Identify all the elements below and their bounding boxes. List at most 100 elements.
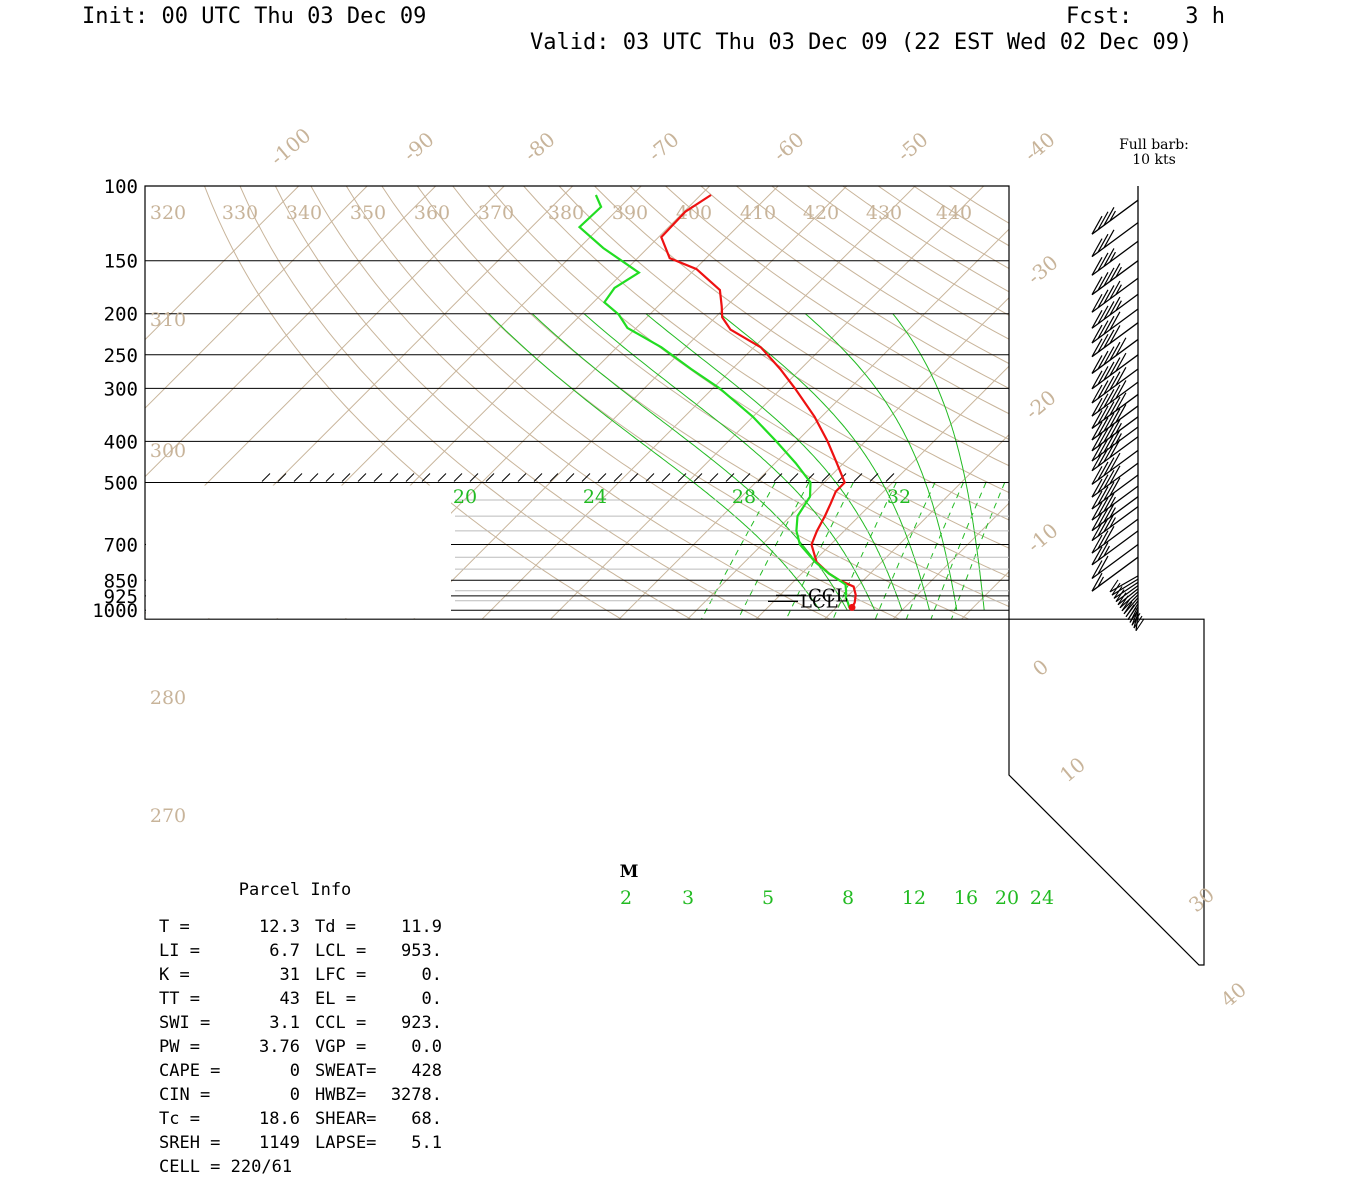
- wind-barb-feather: [1097, 252, 1109, 272]
- wind-barb-feather: [1103, 545, 1110, 557]
- wind-barb: [1091, 338, 1139, 374]
- parcel-info-key: PW =: [159, 1037, 200, 1057]
- parcel-info-value: 68.: [411, 1109, 442, 1129]
- theta-label: 320: [150, 202, 186, 224]
- wind-barb: [1091, 518, 1139, 554]
- wind-barb-feather: [1111, 582, 1121, 596]
- parcel-info-value: 923.: [401, 1013, 442, 1033]
- barb-legend-line1: Full barb:: [1119, 137, 1189, 153]
- theta-label: 370: [478, 202, 514, 224]
- barb-legend: Full barb: 10 kts: [1100, 138, 1208, 168]
- parcel-marker: M: [620, 862, 639, 882]
- barb-legend-line2: 10 kts: [1132, 152, 1176, 168]
- hatch-mark: [613, 473, 623, 482]
- mixing-ratio-line: [701, 482, 776, 620]
- parcel-info-value: 0.: [422, 965, 442, 985]
- mixing-ratio-label: 5: [762, 887, 774, 909]
- wind-barb: [1091, 485, 1139, 521]
- hatch-mark: [773, 473, 783, 482]
- wind-barb: [1091, 199, 1139, 235]
- wind-barb-feather: [1103, 443, 1115, 463]
- parcel-info-value: 18.6: [259, 1109, 300, 1129]
- isotherm-line: [550, 186, 985, 620]
- dry-adiabat-line: [665, 186, 1205, 620]
- dry-adiabat-line: [274, 186, 761, 620]
- wind-barb-feather: [1115, 367, 1127, 386]
- wind-barb-low: [1109, 575, 1139, 593]
- wind-barb: [1091, 416, 1139, 452]
- wind-barb-feather: [1097, 380, 1109, 399]
- hatch-mark: [293, 473, 303, 482]
- parcel-info-value: 5.1: [411, 1133, 442, 1153]
- isotherm-line: [481, 186, 916, 620]
- parcel-info-value: 12.3: [259, 917, 300, 937]
- wind-barb-feather: [1109, 251, 1116, 263]
- hatch-mark: [437, 473, 447, 482]
- wind-barb: [1091, 436, 1139, 472]
- wind-barb: [1091, 308, 1139, 344]
- pressure-label: 850: [104, 570, 138, 592]
- wind-barb-feather: [1109, 311, 1121, 331]
- wind-barb-feather: [1115, 300, 1122, 311]
- wind-barb: [1091, 530, 1139, 566]
- parcel-info-value: 0.0: [411, 1037, 442, 1057]
- parcel-info-panel: [146, 485, 451, 619]
- hatch-mark: [597, 473, 607, 482]
- isotherm-line: [1098, 186, 1205, 620]
- parcel-info-key: K =: [159, 965, 190, 985]
- wind-barb-feather: [1115, 403, 1127, 423]
- hatch-mark: [549, 473, 559, 482]
- isotherm-label: 10: [1055, 752, 1090, 787]
- theta-label: 340: [286, 202, 322, 224]
- hatch-mark: [533, 473, 543, 482]
- isotherm-label: -60: [768, 127, 808, 166]
- dry-adiabat-line: [487, 186, 1178, 620]
- wind-barb-feather: [1091, 370, 1103, 390]
- hatch-mark: [373, 473, 383, 482]
- isotherm-label: -100: [266, 123, 316, 170]
- wind-barb-feather: [1097, 576, 1105, 588]
- hatch-mark: [869, 473, 879, 482]
- hatch-mark: [821, 473, 831, 482]
- parcel-info-key: CCL =: [315, 1013, 366, 1033]
- parcel-info-value: 6.7: [269, 941, 300, 961]
- wind-barb-feather: [1103, 493, 1115, 512]
- mixing-ratio-line: [874, 482, 936, 620]
- parcel-info-key: EL =: [315, 989, 356, 1009]
- mixing-ratio-label: 12: [902, 887, 926, 909]
- wind-barb-low: [1121, 594, 1139, 612]
- wind-barb-feather: [1109, 325, 1121, 344]
- wind-barb-feather: [1091, 572, 1103, 592]
- theta-label: 420: [803, 202, 839, 224]
- pressure-label: 700: [104, 534, 138, 556]
- wind-barb-feather: [1091, 522, 1103, 541]
- hatch-mark: [309, 473, 319, 482]
- mixing-ratio-label: 20: [995, 887, 1019, 909]
- wind-barb-feather: [1091, 355, 1103, 374]
- mixing-ratio-line: [832, 482, 897, 620]
- wind-barb: [1091, 222, 1139, 258]
- parcel-info-value: 0: [290, 1085, 300, 1105]
- hatch-mark: [485, 473, 495, 482]
- hatch-mark: [469, 473, 479, 482]
- isotherm-label: 40: [1216, 977, 1251, 1012]
- wind-barb-feather: [1109, 210, 1116, 222]
- temperature-trace: [660, 194, 857, 608]
- wind-barb-feather: [1103, 401, 1115, 420]
- parcel-info-key: CAPE =: [159, 1061, 220, 1081]
- theta-label: 310: [150, 309, 186, 331]
- wind-barb-feather: [1103, 457, 1115, 476]
- hatch-mark: [645, 473, 655, 482]
- pressure-label: 150: [104, 251, 138, 273]
- hatch-mark: [789, 473, 799, 482]
- wind-barb-feather: [1103, 375, 1115, 395]
- isotherm-line: [145, 186, 300, 620]
- theta-label: 400: [676, 202, 712, 224]
- dry-adiabat-line: [310, 186, 831, 620]
- pressure-label: 925: [104, 586, 138, 608]
- wind-barb-feather: [1091, 478, 1103, 498]
- hatch-mark: [853, 473, 863, 482]
- wind-barb: [1091, 426, 1139, 462]
- wind-barb-feather: [1097, 405, 1109, 425]
- wind-barb-feather: [1091, 215, 1103, 235]
